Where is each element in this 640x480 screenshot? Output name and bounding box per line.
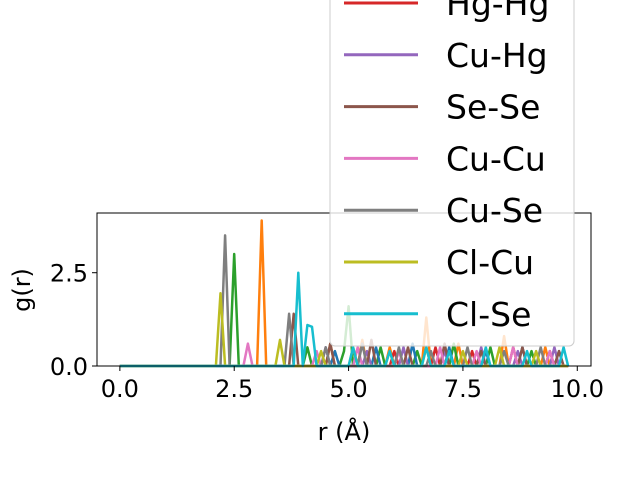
y-axis-ticks: 0.0 2.5 [50, 260, 97, 381]
legend: Hg-Hg Cu-Hg Se-Se Cu-Cu Cu-Se Cl-Cu Cl-Se [329, 0, 575, 347]
legend-label: Cl-Se [446, 295, 531, 334]
x-tick-label: 5.0 [329, 375, 367, 403]
legend-entries: Hg-Hg Cu-Hg Se-Se Cu-Cu Cu-Se Cl-Cu Cl-Se [344, 0, 549, 334]
x-axis-ticks: 0.0 2.5 5.0 7.5 10.0 [101, 366, 604, 403]
legend-label: Cu-Hg [446, 36, 548, 75]
y-tick-label: 0.0 [50, 353, 88, 381]
legend-label: Cu-Cu [446, 139, 546, 178]
x-tick-label: 10.0 [551, 375, 604, 403]
x-axis-label: r (Å) [318, 417, 371, 446]
legend-label: Hg-Hg [446, 0, 549, 23]
legend-frame [329, 0, 575, 347]
legend-label: Cl-Cu [446, 243, 534, 282]
legend-label: Cu-Se [446, 191, 543, 230]
y-axis-label: g(r) [8, 268, 36, 312]
series-line-cu-se [119, 234, 569, 368]
legend-label: Se-Se [446, 88, 540, 127]
x-tick-label: 7.5 [444, 375, 482, 403]
x-tick-label: 0.0 [101, 375, 139, 403]
x-tick-label: 2.5 [215, 375, 253, 403]
y-tick-label: 2.5 [50, 260, 88, 288]
